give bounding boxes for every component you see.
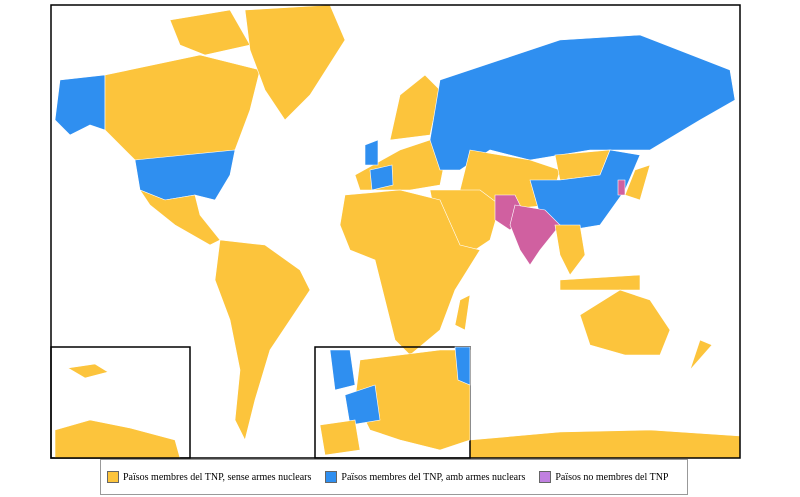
legend-label: Països membres del TNP, sense armes nucl… [123, 471, 312, 483]
legend-item: Països membres del TNP, sense armes nucl… [107, 471, 311, 483]
legend-item: Països no membres del TNP [539, 471, 669, 483]
world-map [50, 4, 741, 459]
legend-swatch [325, 471, 338, 483]
countries [54, 4, 741, 459]
legend-label: Països no membres del TNP [555, 471, 669, 483]
inset-caribbean [50, 346, 191, 459]
legend-label: Països membres del TNP, amb armes nuclea… [341, 471, 526, 483]
legend-item: Països membres del TNP, amb armes nuclea… [325, 471, 525, 483]
legend-swatch [107, 471, 119, 483]
map-frame [50, 4, 741, 459]
legend: Països membres del TNP, sense armes nucl… [100, 459, 688, 495]
legend-swatch [539, 471, 552, 483]
